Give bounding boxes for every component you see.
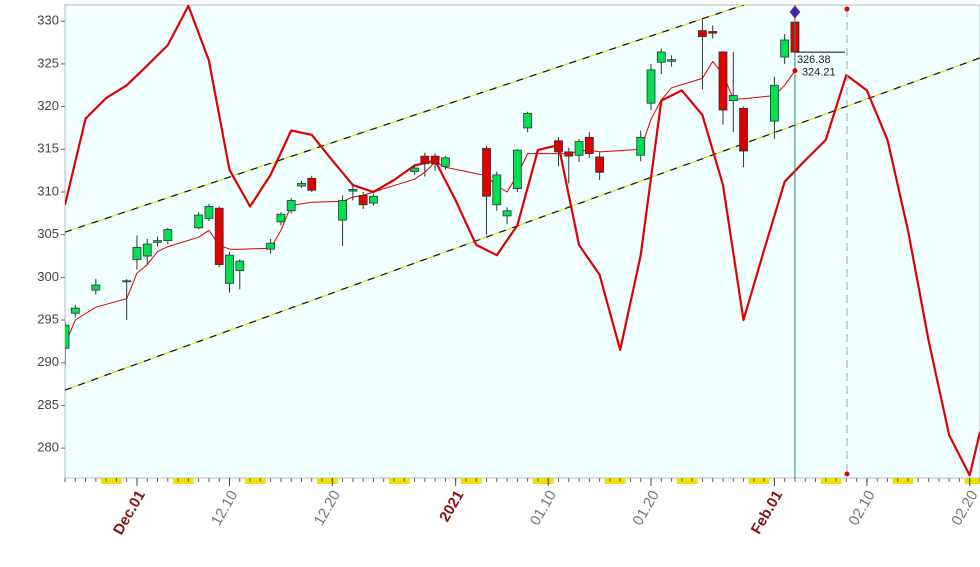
candle-body (420, 155, 430, 165)
candle-body (523, 113, 533, 129)
candle-body (286, 200, 296, 212)
x-tick-label: Dec.01 (110, 487, 149, 537)
candle-body (698, 30, 707, 37)
candle-body (502, 210, 512, 217)
x-tick-label: 02.10 (845, 487, 878, 528)
candle-body (708, 31, 718, 34)
candle-body (153, 240, 162, 243)
x-tick-label: 2021 (436, 487, 467, 524)
ma-dot (792, 68, 798, 74)
candle-body (297, 183, 306, 187)
candle-body (636, 136, 646, 156)
candle-body (163, 229, 173, 242)
candle-body (769, 84, 779, 122)
candle-body (482, 148, 491, 197)
channel-line (65, 5, 744, 233)
candle-body (70, 307, 80, 314)
candle-body (440, 157, 450, 167)
y-tick-label: 285 (37, 397, 59, 412)
candle-body (338, 200, 347, 221)
x-tick-label: 02.20 (948, 487, 980, 528)
x-tick-label: 12.20 (311, 487, 344, 528)
candle-body (554, 140, 563, 153)
candle-body (564, 151, 574, 157)
candle-body (358, 194, 368, 206)
candle-body (718, 51, 728, 111)
candle-body (595, 156, 605, 173)
candle-body (410, 167, 419, 172)
x-tick-label: 12.10 (208, 487, 241, 528)
candle-body (65, 324, 70, 349)
y-tick-label: 305 (37, 226, 59, 241)
candle-body (739, 107, 748, 152)
plot-area (64, 4, 980, 479)
candle-body (430, 155, 440, 165)
candle-body (574, 141, 584, 156)
x-tick-label: 01.10 (527, 487, 560, 528)
oscillator-line (65, 5, 980, 477)
y-tick-label: 295 (37, 311, 59, 326)
future-dot (844, 471, 850, 477)
moving-average-line (65, 60, 796, 345)
candle-body (225, 254, 234, 284)
candle-body (204, 206, 214, 219)
channel-line (65, 57, 980, 391)
y-tick-label: 315 (37, 141, 59, 156)
candle-body (667, 59, 676, 62)
candle-body (91, 284, 101, 291)
plot-layer (65, 5, 980, 477)
candle-body (266, 242, 276, 250)
y-tick-label: 290 (37, 354, 59, 369)
candle-body (348, 189, 358, 192)
candle-body (276, 213, 286, 223)
x-tick-label: 01.20 (629, 487, 662, 528)
candle-body (656, 51, 666, 63)
candle-body (307, 177, 317, 191)
y-tick-label: 310 (37, 183, 59, 198)
candle-body (142, 243, 152, 257)
candle-body (780, 39, 790, 58)
close-annotation: 326.38 (797, 54, 831, 66)
candle-body (132, 247, 142, 260)
candle-body (369, 195, 378, 204)
candle-body (646, 69, 656, 104)
candle-body (214, 207, 224, 265)
candle-body (235, 260, 245, 271)
x-tick-label: Feb.01 (748, 487, 786, 537)
ma-annotation: 324.21 (802, 67, 836, 79)
y-tick-label: 325 (37, 55, 59, 70)
candle-body (512, 149, 522, 189)
candle-body (122, 280, 132, 283)
future-dot (844, 6, 850, 12)
candle-body (584, 136, 594, 154)
y-tick-label: 300 (37, 269, 59, 284)
candle-body (728, 95, 738, 102)
y-tick-label: 320 (37, 98, 59, 113)
candle-body (492, 174, 502, 206)
candle-body (194, 214, 204, 229)
weekend-marker (974, 478, 980, 484)
last-marker (789, 5, 801, 19)
y-tick-label: 280 (37, 440, 59, 455)
y-tick-label: 330 (37, 13, 59, 28)
